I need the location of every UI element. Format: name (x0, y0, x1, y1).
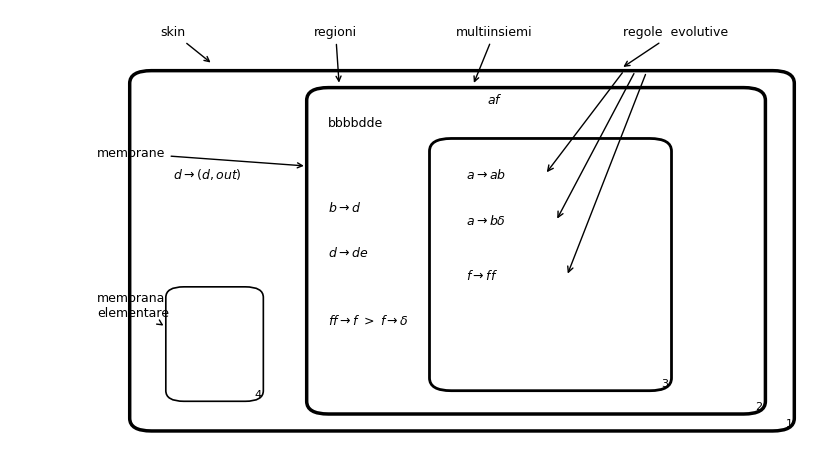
Text: 3: 3 (661, 380, 668, 390)
Text: membrane: membrane (97, 147, 302, 168)
Text: $af$: $af$ (487, 93, 503, 107)
FancyBboxPatch shape (307, 88, 765, 414)
FancyBboxPatch shape (129, 71, 795, 431)
Text: $d \rightarrow de$: $d \rightarrow de$ (328, 246, 369, 260)
Text: membrana
elementare: membrana elementare (97, 292, 169, 325)
Text: 1: 1 (786, 419, 793, 429)
Text: $b \rightarrow d$: $b \rightarrow d$ (328, 202, 361, 215)
Text: $ff \rightarrow f \ > \ f \rightarrow \delta$: $ff \rightarrow f \ > \ f \rightarrow \d… (328, 314, 409, 328)
Text: regioni: regioni (314, 26, 357, 81)
Text: 4: 4 (254, 390, 261, 400)
FancyBboxPatch shape (165, 287, 264, 401)
Text: $d \rightarrow (d, out)$: $d \rightarrow (d, out)$ (173, 167, 242, 182)
FancyBboxPatch shape (429, 138, 671, 391)
Text: $a \rightarrow b\delta$: $a \rightarrow b\delta$ (465, 214, 506, 228)
Text: skin: skin (160, 26, 209, 62)
Text: bbbbdde: bbbbdde (328, 117, 384, 130)
Text: $a \rightarrow ab$: $a \rightarrow ab$ (465, 168, 506, 181)
Text: regole  evolutive: regole evolutive (622, 26, 727, 66)
Text: multiinsiemi: multiinsiemi (456, 26, 533, 81)
Text: $f \rightarrow ff$: $f \rightarrow ff$ (465, 269, 498, 283)
Text: 2: 2 (755, 402, 763, 412)
